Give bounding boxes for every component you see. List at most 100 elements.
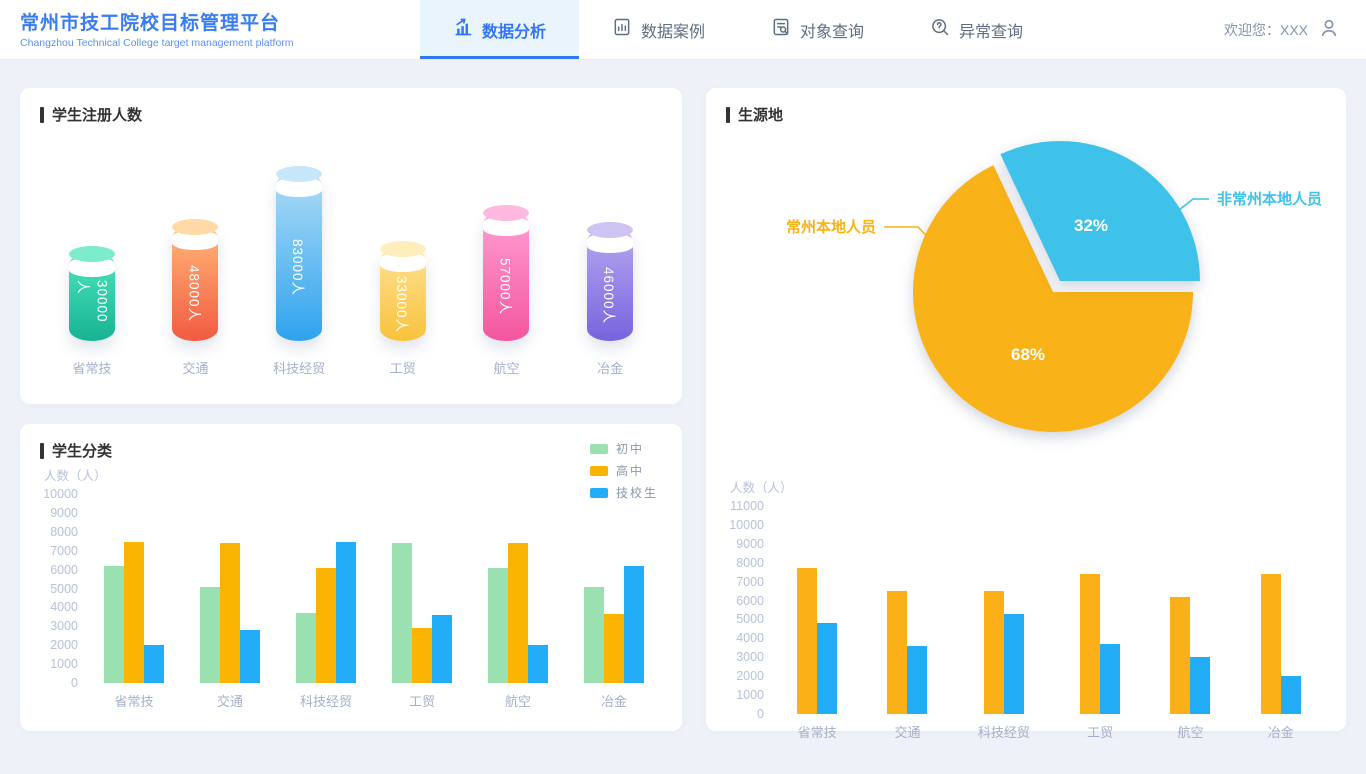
y-tick: 7000 (50, 543, 78, 558)
bar-高中 (508, 543, 528, 683)
header: 常州市技工院校目标管理平台 Changzhou Technical Colleg… (0, 0, 1366, 60)
y-tick: 0 (757, 707, 764, 721)
bar-技校生 (432, 615, 452, 683)
y-tick: 5000 (736, 612, 764, 627)
y-axis: 10000 9000 8000 7000 6000 5000 4000 3000 2000 100… (40, 487, 86, 690)
legend-item-技校生: 技校生 (589, 484, 658, 501)
x-category-label: 工贸 (389, 361, 416, 376)
y-tick: 4000 (736, 631, 764, 646)
bar-高中 (220, 543, 240, 683)
callout-line-nonlocal (1173, 198, 1209, 215)
cylinder-bar-工贸: 33000人 (379, 241, 426, 341)
pie-pct-local: 68% (1011, 345, 1045, 364)
callout-label-nonlocal: 非常州本地人员 (1217, 190, 1322, 208)
grouped-bar-chart-classification: 人数（人） 10000 9000 8000 7000 6000 5000 4000 3000 2… (40, 465, 662, 710)
left-column: 学生注册人数 30000人 省常技 48000人 交通 83000人 科技经贸 33000人… (20, 88, 682, 731)
bar-常州本地人员 (1080, 574, 1101, 714)
legend-swatch (589, 487, 608, 498)
cylinder-item: 48000人交通 (150, 141, 240, 377)
tab-label: 数据案例 (640, 23, 705, 41)
cylinder-item: 33000人工贸 (358, 141, 448, 377)
legend-label: 技校生 (615, 486, 658, 500)
bar-非常州本地人员 (1280, 676, 1301, 714)
cylinder-bar-交通: 48000人 (172, 219, 219, 341)
plot-area: 省常技 交通 科技经贸 工贸 航空 冶金 (772, 506, 1326, 741)
cylinder-value-label: 33000人 (393, 276, 409, 334)
y-tick: 1000 (736, 688, 764, 703)
bar-常州本地人员 (983, 591, 1004, 714)
y-tick: 3000 (736, 650, 764, 665)
pie-slice-local (913, 165, 1193, 432)
bar-group: 交通 (200, 494, 260, 710)
callout-label-local: 常州本地人员 (786, 218, 876, 236)
x-category-label: 交通 (216, 694, 243, 709)
tab-label: 异常查询 (958, 23, 1023, 41)
x-category-label: 冶金 (600, 694, 627, 709)
card-title: 学生分类 (40, 440, 662, 461)
callout-line-local (884, 226, 945, 255)
bar-高中 (604, 614, 624, 683)
cylinder-item: 57000人 航空 (461, 141, 551, 377)
x-category-label: 交通 (182, 361, 209, 376)
bar-group: 工贸 (392, 494, 452, 710)
bar-group: 冶金 (1260, 506, 1301, 741)
brand: 常州市技工院校目标管理平台 Changzhou Technical Colleg… (0, 0, 420, 59)
plot-area: 省常技 交通 科技经贸 工贸 航空 冶金 (86, 494, 662, 710)
tab-object-query[interactable]: 对象查询 (738, 0, 897, 59)
y-tick: 8000 (736, 555, 764, 570)
y-tick: 10000 (43, 487, 78, 501)
bar-chart-rise-icon (453, 17, 473, 42)
bar-技校生 (240, 630, 260, 683)
x-category-label: 工贸 (408, 694, 435, 709)
bar-初中 (392, 543, 412, 683)
bar-group: 冶金 (584, 494, 644, 710)
x-category-label: 航空 (504, 694, 531, 709)
bar-group: 省常技 (797, 506, 838, 741)
tab-data-cases[interactable]: 数据案例 (579, 0, 738, 59)
cylinder-item: 83000人科技经贸 (254, 141, 344, 377)
bar-高中 (124, 542, 144, 683)
bar-高中 (316, 568, 336, 683)
y-tick: 6000 (736, 593, 764, 608)
cylinder-value-label: 83000人 (290, 238, 306, 297)
document-search-icon (771, 17, 791, 42)
y-axis: 11000 10000 9000 8000 7000 6000 5000 4000 3000 20… (726, 499, 772, 721)
title-bar-marker (40, 106, 44, 123)
x-category-label: 省常技 (114, 694, 154, 709)
bar-group: 交通 (887, 506, 928, 741)
grouped-bar-chart-origin: 人数（人） 11000 10000 9000 8000 7000 6000 5000 4000… (726, 477, 1326, 741)
card-student-origin: 生源地 32% 68% 常州本地人员 非常州本地人员 人数（人） 11000 10… (706, 88, 1346, 740)
card-title-text: 学生分类 (52, 443, 113, 460)
person-icon[interactable] (1318, 17, 1340, 42)
bar-高中 (412, 628, 432, 683)
x-category-label: 冶金 (597, 361, 624, 376)
y-tick: 9000 (50, 505, 78, 520)
cylinder-bar-科技经贸: 83000人 (276, 166, 323, 341)
legend-label: 高中 (615, 464, 644, 478)
bar-非常州本地人员 (817, 623, 838, 714)
tab-data-analysis[interactable]: 数据分析 (420, 0, 579, 59)
y-tick: 3000 (50, 619, 78, 634)
cylinder-bar-省常技: 30000人 (68, 246, 115, 341)
legend-swatch (589, 443, 608, 454)
cylinder-value-label: 48000人 (186, 265, 202, 323)
page-title: 常州市技工院校目标管理平台 (20, 13, 281, 34)
cylinder-item: 46000人冶金 (565, 141, 655, 377)
bar-初中 (584, 587, 604, 683)
user-welcome: 欢迎您：XXX (1224, 0, 1366, 59)
y-tick: 5000 (50, 581, 78, 596)
x-category-label: 科技经贸 (273, 361, 326, 376)
main-nav: 数据分析 数据案例 对象查询 (420, 0, 1056, 59)
legend-item-高中: 高中 (589, 462, 658, 479)
title-bar-marker (40, 442, 44, 459)
cylinder-bar-航空: 57000人 (483, 205, 530, 341)
cylinder-value-label: 46000人 (601, 266, 617, 325)
y-tick: 6000 (50, 562, 78, 577)
bar-技校生 (144, 645, 164, 683)
card-title-text: 学生注册人数 (52, 107, 143, 124)
cylinder-value-label: 30000人 (75, 280, 110, 323)
y-tick: 9000 (736, 536, 764, 551)
y-tick: 7000 (736, 574, 764, 589)
bar-group: 航空 (1170, 506, 1211, 741)
tab-anomaly-query[interactable]: 异常查询 (897, 0, 1056, 59)
